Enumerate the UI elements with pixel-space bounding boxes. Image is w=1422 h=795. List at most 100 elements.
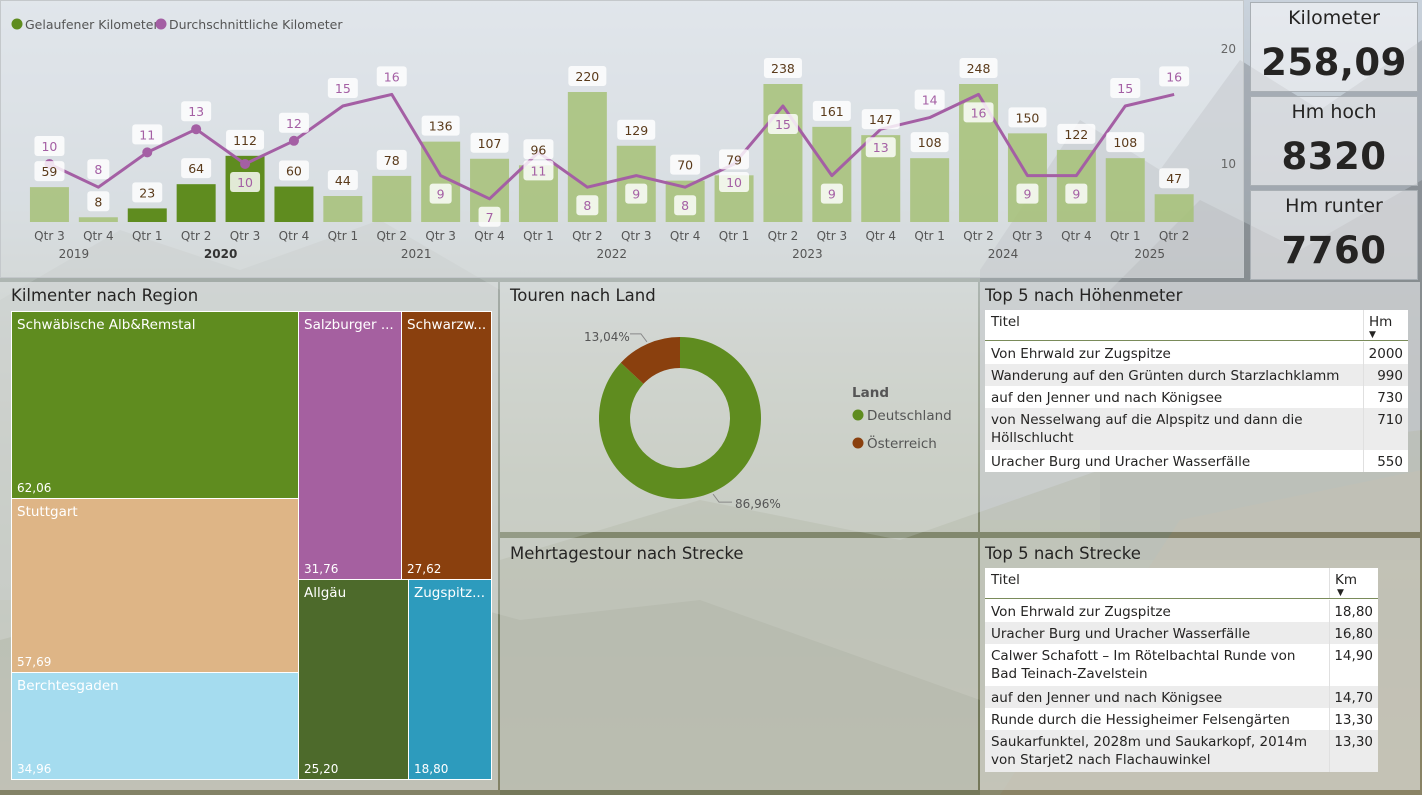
bar-data-label-bg [523,139,554,160]
column-separator [1363,342,1364,364]
treemap-tile[interactable]: Schwäbische Alb&Remstal 62,06 [11,311,299,499]
col-header-km[interactable]: Km [1335,572,1358,588]
bar-data-label: 59 [41,164,57,179]
x-tick-label: Qtr 3 [425,229,456,243]
treemap-tile[interactable]: Stuttgart 57,69 [11,498,299,673]
legend-deutschland[interactable]: Deutschland [867,408,952,424]
bar-data-label-bg [87,191,110,212]
table-row[interactable]: von Nesselwang auf die Alpspitz und dann… [985,408,1408,450]
table-header: Titel Hm ▼ [985,310,1408,341]
avg-line [48,92,1175,201]
row-title: von Nesselwang auf die Alpspitz und dann… [991,412,1303,446]
bar-data-label-bg [763,58,802,78]
donut-slice-oesterreich[interactable] [620,337,680,384]
bar-data-label: 238 [771,61,795,76]
line-data-label-bg [132,124,163,145]
row-title: auf den Jenner und nach Königsee [991,390,1223,406]
top-hm-table[interactable]: Titel Hm ▼ Von Ehrwald zur Zugspitze 200… [985,310,1408,472]
bar [1154,194,1194,222]
row-title: Runde durch die Hessigheimer Felsengärte… [991,712,1290,728]
table-row[interactable]: Saukarfunktel, 2028m und Saukarkopf, 201… [985,730,1378,772]
col-header-titel[interactable]: Titel [991,314,1020,330]
top-km-table[interactable]: Titel Km ▼ Von Ehrwald zur Zugspitze 18,… [985,568,1378,772]
bar-data-label-bg [910,132,949,153]
table-row[interactable]: Von Ehrwald zur Zugspitze 18,80 [985,600,1378,622]
multiday-panel-bg [500,538,978,790]
x-tick-label: Qtr 3 [34,229,65,243]
x-tick-label: Qtr 1 [914,229,945,243]
row-value: 990 [1377,368,1403,384]
line-data-label: 11 [139,127,155,142]
tile-value: 34,96 [17,762,52,776]
bar-data-label: 108 [1113,135,1137,150]
kpi-label: Kilometer [1288,7,1380,29]
bar [372,175,412,222]
kpi-hm-hoch-card[interactable]: Hm hoch 8320 [1250,96,1418,186]
line-data-label-bg [625,183,648,204]
table-row[interactable]: Von Ehrwald zur Zugspitze 2000 [985,342,1408,364]
bar-data-label-bg [719,149,750,170]
treemap-tile[interactable]: Berchtesgaden 34,96 [11,672,299,780]
line-data-label: 9 [632,187,640,202]
line-data-label: 9 [1072,187,1080,202]
row-title: Uracher Burg und Uracher Wasserfälle [991,626,1251,642]
donut-slice-deutschland[interactable] [599,337,761,499]
kpi-label: Hm hoch [1291,101,1377,123]
line-data-label-bg [820,183,843,204]
table-header: Titel Km ▼ [985,568,1378,599]
treemap-tile[interactable]: Allgäu 25,20 [298,579,409,780]
table-row[interactable]: Runde durch die Hessigheimer Felsengärte… [985,708,1378,730]
line-data-label: 11 [530,163,546,178]
chart-legend: Gelaufener Kilometer Durchschnittliche Ki… [11,17,343,32]
kpi-value: 7760 [1281,229,1387,272]
line-data-label: 14 [922,93,938,108]
column-separator [1329,686,1330,708]
country-donut-chart[interactable]: 13,04% 86,96% Land Deutschland Österreic… [500,300,978,530]
treemap-tile[interactable]: Salzburger ... 31,76 [298,311,402,580]
km-combo-chart[interactable]: Gelaufener Kilometer Durchschnittliche Ki… [0,0,1244,278]
table-row[interactable]: auf den Jenner und nach Königsee 730 [985,386,1408,408]
tile-value: 18,80 [414,762,449,776]
table-row[interactable]: Uracher Burg und Uracher Wasserfälle 16,… [985,622,1378,644]
table-row[interactable]: auf den Jenner und nach Königsee 14,70 [985,686,1378,708]
x-tick-label: Qtr 4 [83,229,114,243]
bar-data-label: 248 [967,61,991,76]
bar-data-label: 150 [1016,110,1040,125]
legend-oesterreich[interactable]: Österreich [867,434,937,452]
kpi-hm-runter-card[interactable]: Hm runter 7760 [1250,190,1418,280]
region-treemap[interactable]: Schwäbische Alb&Remstal 62,06 Stuttgart … [11,311,492,780]
tile-name: Berchtesgaden [17,678,119,694]
row-value: 13,30 [1334,712,1373,728]
donut-title: Touren nach Land [510,286,656,305]
bar-data-label-bg [181,158,212,179]
table-row[interactable]: Uracher Burg und Uracher Wasserfälle 550 [985,450,1408,472]
row-title: auf den Jenner und nach Königsee [991,690,1223,706]
bar [78,217,118,222]
table-row[interactable]: Calwer Schafott – Im Rötelbachtal Runde … [985,644,1378,686]
bar-data-label-bg [1008,107,1047,128]
x-tick-label: Qtr 2 [1159,229,1190,243]
column-separator [1329,644,1330,686]
table-row[interactable]: Wanderung auf den Grünten durch Starzlac… [985,364,1408,386]
column-separator [1363,364,1364,386]
bar-data-label-bg [226,129,265,150]
bar-data-label-bg [327,170,358,190]
line-point [288,135,299,146]
treemap-tile[interactable]: Zugspitz... 18,80 [408,579,492,780]
line-data-label-bg [719,172,750,192]
kpi-label: Hm runter [1285,195,1383,217]
line-data-label: 9 [828,187,836,202]
top-km-title: Top 5 nach Strecke [985,544,1141,563]
multiday-map-area[interactable] [505,570,975,785]
x-tick-label: Qtr 4 [474,229,505,243]
bar-data-label: 108 [918,135,942,150]
col-header-titel[interactable]: Titel [991,572,1020,588]
treemap-title: Kilmenter nach Region [11,286,199,305]
kpi-kilometer-card[interactable]: Kilometer 258,09 [1250,2,1418,92]
treemap-tile[interactable]: Schwarzw... 27,62 [401,311,492,580]
x-axis: Qtr 3 Qtr 4 Qtr 1 Qtr 2 Qtr 3 Qtr 4 Qtr 1 Qtr 2… [34,229,1189,261]
column-separator [1363,386,1364,408]
x-tick-label: Qtr 3 [817,229,848,243]
x-tick-label: Qtr 4 [670,229,701,243]
col-header-hm[interactable]: Hm [1369,314,1393,330]
